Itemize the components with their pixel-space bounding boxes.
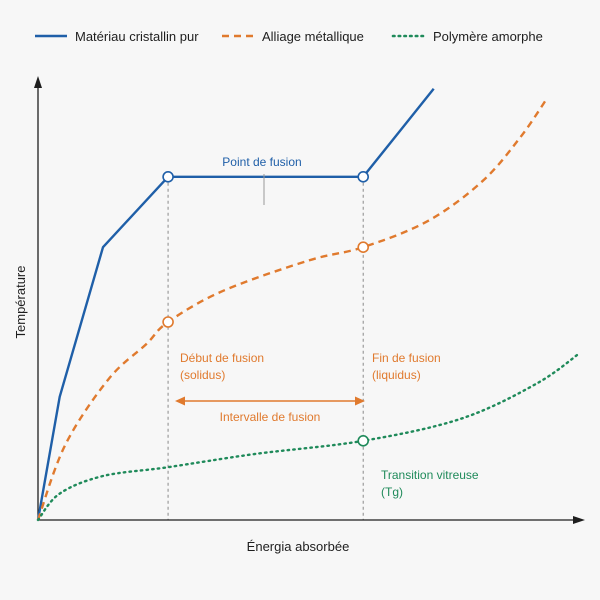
series-group	[36, 88, 582, 522]
debut-fusion-sublabel: (solidus)	[180, 368, 225, 382]
x-axis-arrow	[573, 516, 585, 524]
axes	[34, 76, 585, 524]
series-line-0	[36, 88, 435, 521]
legend: Matériau cristallin pur Alliage métalliqu…	[35, 29, 543, 44]
marker-2	[162, 316, 174, 328]
marker-4	[357, 434, 370, 447]
marker-3	[357, 241, 370, 253]
transition-label: Transition vitreuse	[381, 468, 479, 482]
transition-sublabel: (Tg)	[381, 485, 403, 499]
y-axis-arrow	[34, 76, 42, 88]
marker-0	[162, 171, 174, 183]
annotations: Point de fusion Début de fusion (solidus…	[175, 155, 479, 499]
legend-label-0: Matériau cristallin pur	[75, 29, 199, 44]
intervalle-arrow-right	[355, 396, 365, 406]
marker-1	[357, 171, 370, 183]
point-fusion-label: Point de fusion	[222, 155, 301, 169]
intervalle-label: Intervalle de fusion	[220, 410, 321, 424]
guide-lines	[167, 176, 364, 520]
fin-fusion-label: Fin de fusion	[372, 351, 441, 365]
legend-label-2: Polymère amorphe	[433, 29, 543, 44]
intervalle-arrow-left	[175, 396, 185, 406]
debut-fusion-label: Début de fusion	[180, 351, 264, 365]
series-line-1	[36, 96, 549, 521]
markers-group	[162, 171, 370, 447]
legend-label-1: Alliage métallique	[262, 29, 364, 44]
fin-fusion-sublabel: (liquidus)	[372, 368, 421, 382]
series-line-2	[36, 351, 582, 522]
x-axis-label: Énergia absorbée	[247, 539, 350, 554]
y-axis-label: Température	[13, 266, 28, 339]
